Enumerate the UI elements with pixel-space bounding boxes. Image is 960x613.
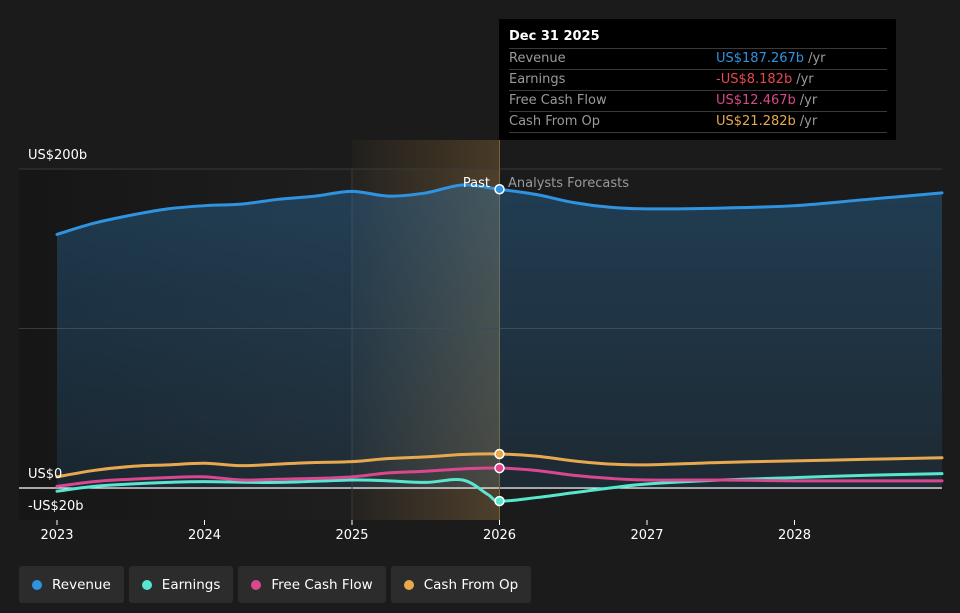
legend-item-earnings[interactable]: Earnings <box>128 566 234 603</box>
legend-dot-icon <box>32 579 42 590</box>
tooltip-value: US$12.467b <box>716 93 796 108</box>
legend-label: Free Cash Flow <box>271 576 373 593</box>
free-cash-flow-point <box>494 462 505 474</box>
tooltip-label: Earnings <box>509 72 566 87</box>
x-tick-label: 2024 <box>188 528 221 543</box>
tooltip-value: US$21.282b <box>716 114 796 129</box>
x-tick-label: 2023 <box>40 528 73 543</box>
legend-dot-icon <box>251 579 262 590</box>
tooltip-unit: /yr <box>799 93 818 108</box>
legend-label: Revenue <box>52 576 111 593</box>
tooltip-row-free-cash-flow: Free Cash Flow US$12.467b /yr <box>509 90 887 111</box>
revenue-area <box>57 184 942 488</box>
x-tick-label: 2028 <box>778 528 811 543</box>
x-tick-label: 2026 <box>483 528 516 543</box>
legend-dot-icon <box>141 579 152 590</box>
y-axis-label-zero: US$0 <box>28 467 62 482</box>
tooltip-unit: /yr <box>799 114 818 129</box>
x-tick-label: 2027 <box>630 528 663 543</box>
tooltip-row-revenue: Revenue US$187.267b /yr <box>509 48 887 69</box>
tooltip-row-cash-from-op: Cash From Op US$21.282b /yr <box>509 111 887 133</box>
forecast-label: Analysts Forecasts <box>508 176 629 191</box>
legend-item-free-cash-flow[interactable]: Free Cash Flow <box>238 566 386 603</box>
tooltip-label: Revenue <box>509 51 566 66</box>
tooltip-unit: /yr <box>808 51 826 66</box>
legend-item-cash-from-op[interactable]: Cash From Op <box>390 566 532 603</box>
chart: US$200b US$0 -US$20b Past Analysts Forec… <box>19 140 944 543</box>
tooltip-value: -US$8.182b <box>716 72 793 87</box>
tooltip-value: US$187.267b <box>716 51 805 66</box>
cash-from-op-point <box>494 448 505 460</box>
legend-dot-icon <box>403 579 414 590</box>
free-cash-flow-line <box>55 466 944 488</box>
tooltip-row-earnings: Earnings -US$8.182b /yr <box>509 69 887 90</box>
legend-item-revenue[interactable]: Revenue <box>19 566 124 603</box>
y-axis-label-bottom: -US$20b <box>28 499 84 514</box>
legend: Revenue Earnings Free Cash Flow Cash Fro… <box>19 566 532 603</box>
tooltip-label: Free Cash Flow <box>509 93 607 108</box>
past-label: Past <box>463 176 490 191</box>
tooltip-label: Cash From Op <box>509 114 601 129</box>
revenue-line <box>55 183 944 236</box>
tooltip-unit: /yr <box>796 72 814 87</box>
tooltip-date: Dec 31 2025 <box>509 29 600 44</box>
cash-from-op-line <box>55 452 944 479</box>
earnings-point <box>494 495 505 507</box>
legend-label: Cash From Op <box>423 576 519 593</box>
x-tick-label: 2025 <box>335 528 368 543</box>
y-axis-label-top: US$200b <box>28 148 87 163</box>
legend-label: Earnings <box>161 576 221 593</box>
revenue-point <box>494 184 505 195</box>
tooltip: Dec 31 2025 Revenue US$187.267b /yr Earn… <box>499 19 896 140</box>
